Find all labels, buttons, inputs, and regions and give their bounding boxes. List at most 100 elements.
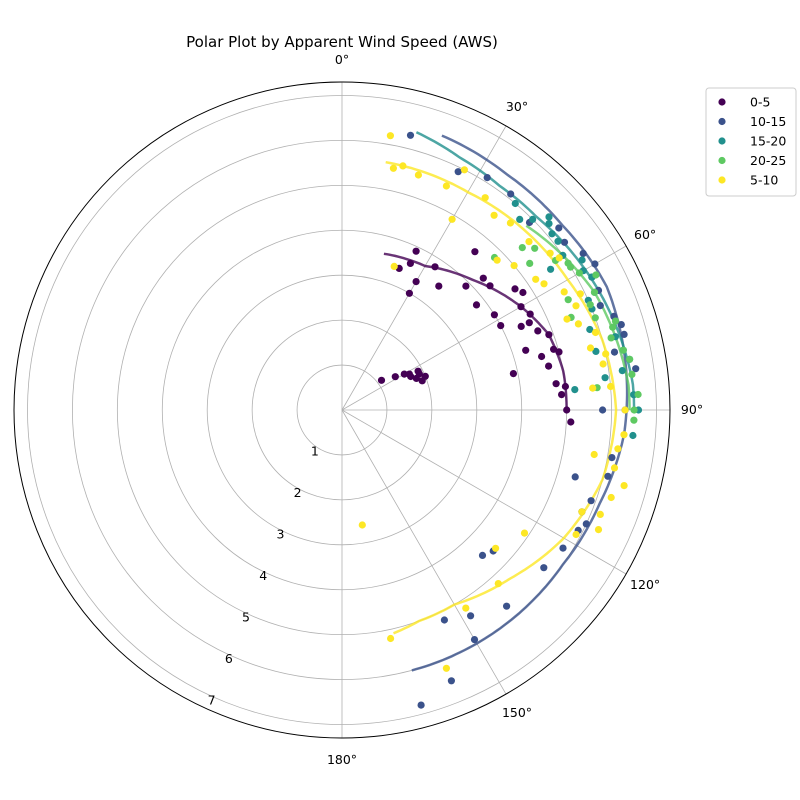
data-point-20-25	[630, 416, 638, 424]
data-point-15-20	[592, 347, 600, 355]
data-point-0-5	[377, 376, 386, 384]
data-point-10-15	[483, 174, 491, 182]
theta-tick-label: 90°	[681, 402, 703, 417]
data-point-0-5	[511, 285, 519, 293]
data-point-15-20	[586, 325, 594, 334]
data-point-0-5	[412, 247, 420, 255]
data-point-5-10	[510, 262, 518, 270]
data-point-20-25	[591, 314, 599, 322]
data-point-5-10	[540, 280, 548, 288]
data-point-5-10	[525, 238, 533, 246]
data-point-10-15	[478, 551, 487, 560]
data-point-20-25	[626, 355, 634, 363]
legend-label: 10-15	[750, 114, 786, 129]
data-point-5-10	[414, 171, 422, 179]
data-point-10-15	[571, 473, 579, 481]
legend-marker	[718, 156, 726, 165]
data-point-0-5	[418, 377, 426, 385]
r-gridline	[161, 229, 523, 591]
data-point-10-15	[406, 131, 415, 139]
r-tick-label: 2	[294, 485, 302, 500]
data-point-15-20	[618, 367, 626, 375]
data-point-5-10	[555, 254, 563, 262]
trend-line-0-5	[383, 252, 568, 411]
data-point-5-10	[590, 450, 598, 459]
theta-gridline	[341, 409, 507, 695]
data-point-0-5	[497, 322, 505, 330]
data-point-10-15	[417, 701, 425, 709]
data-point-5-10	[596, 510, 604, 518]
axis-tick-labels: 0° 30° 60° 90° 120° 150° 180° 1 2 3 4 5 6 7	[208, 52, 703, 767]
data-point-10-15	[559, 544, 567, 552]
data-point-10-15	[467, 612, 475, 620]
data-point-15-20	[601, 374, 609, 382]
data-point-0-5	[555, 348, 563, 356]
data-point-15-20	[547, 265, 555, 273]
r-tick-label: 5	[242, 610, 250, 625]
data-point-0-5	[526, 310, 534, 318]
data-point-5-10	[462, 604, 470, 612]
data-point-10-15	[540, 564, 548, 572]
data-point-0-5	[405, 289, 413, 297]
data-point-0-5	[558, 391, 566, 399]
data-point-5-10	[610, 464, 619, 472]
data-point-20-25	[630, 406, 638, 414]
legend-label: 20-25	[750, 153, 786, 168]
data-point-15-20	[516, 215, 524, 223]
data-point-5-10	[442, 182, 450, 190]
data-point-5-10	[506, 219, 514, 227]
data-point-5-10	[442, 664, 450, 672]
data-point-10-15	[454, 168, 462, 176]
data-point-5-10	[589, 384, 597, 392]
r-tick-label: 3	[276, 527, 284, 542]
data-point-0-5	[407, 372, 415, 381]
legend-marker	[718, 98, 726, 106]
data-point-5-10	[481, 194, 489, 202]
data-point-5-10	[490, 211, 498, 219]
data-point-5-10	[386, 132, 394, 140]
data-point-0-5	[406, 259, 414, 267]
data-point-15-20	[545, 220, 553, 228]
data-point-10-15	[610, 348, 619, 356]
data-point-5-10	[493, 256, 501, 264]
data-point-0-5	[391, 373, 399, 381]
chart-title: Polar Plot by Apparent Wind Speed (AWS)	[186, 33, 498, 51]
data-point-10-15	[440, 616, 448, 624]
data-point-5-10	[607, 382, 615, 391]
data-point-5-10	[586, 344, 595, 352]
legend-box	[705, 87, 797, 197]
data-point-0-5	[519, 288, 527, 297]
theta-tick-label: 120°	[630, 577, 660, 592]
data-point-5-10	[578, 508, 586, 516]
theta-tick-label: 180°	[327, 752, 357, 767]
legend: 0-5 10-15 15-20 20-25 5-10	[705, 87, 797, 197]
r-gridline	[206, 274, 478, 546]
theta-tick-label: 150°	[502, 705, 532, 720]
data-point-10-15	[507, 190, 515, 198]
trend-lines	[383, 131, 636, 672]
data-points	[358, 131, 643, 709]
data-point-0-5	[552, 380, 560, 388]
data-point-0-5	[567, 418, 575, 426]
data-point-0-5	[545, 362, 553, 370]
theta-gridline	[341, 125, 507, 411]
data-point-5-10	[572, 530, 580, 539]
data-point-10-15	[470, 636, 479, 644]
data-point-5-10	[620, 431, 628, 439]
data-point-5-10	[591, 328, 600, 337]
data-point-20-25	[567, 263, 575, 271]
data-point-20-25	[590, 288, 599, 296]
data-point-10-15	[582, 520, 590, 528]
data-point-15-20	[554, 237, 562, 245]
data-point-20-25	[619, 346, 627, 354]
data-point-0-5	[561, 382, 570, 391]
data-point-0-5	[486, 282, 494, 290]
r-gridline	[296, 364, 388, 456]
data-point-0-5	[525, 319, 533, 327]
theta-tick-label: 0°	[335, 52, 349, 67]
r-tick-label: 6	[225, 651, 233, 666]
data-point-0-5	[472, 301, 481, 309]
data-point-0-5	[550, 345, 558, 353]
data-point-0-5	[435, 282, 443, 290]
